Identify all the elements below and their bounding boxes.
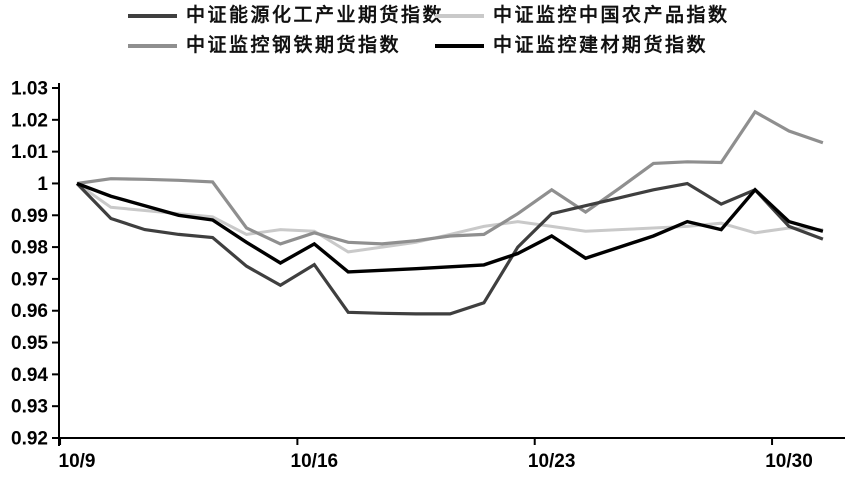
- x-tick-label: 10/16: [291, 451, 339, 472]
- y-tick-label: 0.96: [11, 301, 48, 322]
- legend-label-materials: 中证监控建材期货指数: [493, 35, 709, 56]
- y-tick-label: 0.98: [11, 238, 48, 259]
- y-tick-label: 1.01: [11, 142, 48, 163]
- steel-futures-index-line: [76, 109, 824, 246]
- legend-item-energy: 中证能源化工产业期货指数: [128, 4, 444, 28]
- legend-item-steel: 中证监控钢铁期货指数: [128, 34, 401, 58]
- y-tick-label: 0.93: [11, 397, 48, 418]
- x-tick-label: 10/30: [765, 451, 813, 472]
- y-tick-label: 0.95: [11, 333, 48, 354]
- legend-swatch-steel: [128, 44, 177, 48]
- x-tick-label: 10/9: [59, 451, 96, 472]
- y-tick-label: 1.03: [11, 79, 48, 100]
- legend-item-materials: 中证监控建材期货指数: [435, 34, 708, 58]
- y-tick-label: 0.97: [11, 269, 48, 290]
- y-tick-label: 1.02: [11, 110, 48, 131]
- legend-swatch-materials: [435, 44, 484, 48]
- legend-swatch-energy: [128, 14, 177, 18]
- y-tick-label: 0.94: [11, 365, 48, 386]
- x-tick-label: 10/23: [528, 451, 576, 472]
- building-materials-futures-index-line: [76, 181, 824, 274]
- legend-label-agri: 中证监控中国农产品指数: [493, 5, 730, 26]
- y-tick-label: 0.92: [11, 429, 48, 450]
- y-tick-label: 0.99: [11, 206, 48, 227]
- legend-swatch-agri: [435, 14, 484, 18]
- energy-chem-futures-index-line: [75, 181, 824, 316]
- y-tick-label: 1: [37, 174, 48, 195]
- legend-label-energy: 中证能源化工产业期货指数: [186, 5, 445, 26]
- legend-label-steel: 中证监控钢铁期货指数: [186, 35, 402, 56]
- legend-item-agri: 中证监控中国农产品指数: [435, 4, 730, 28]
